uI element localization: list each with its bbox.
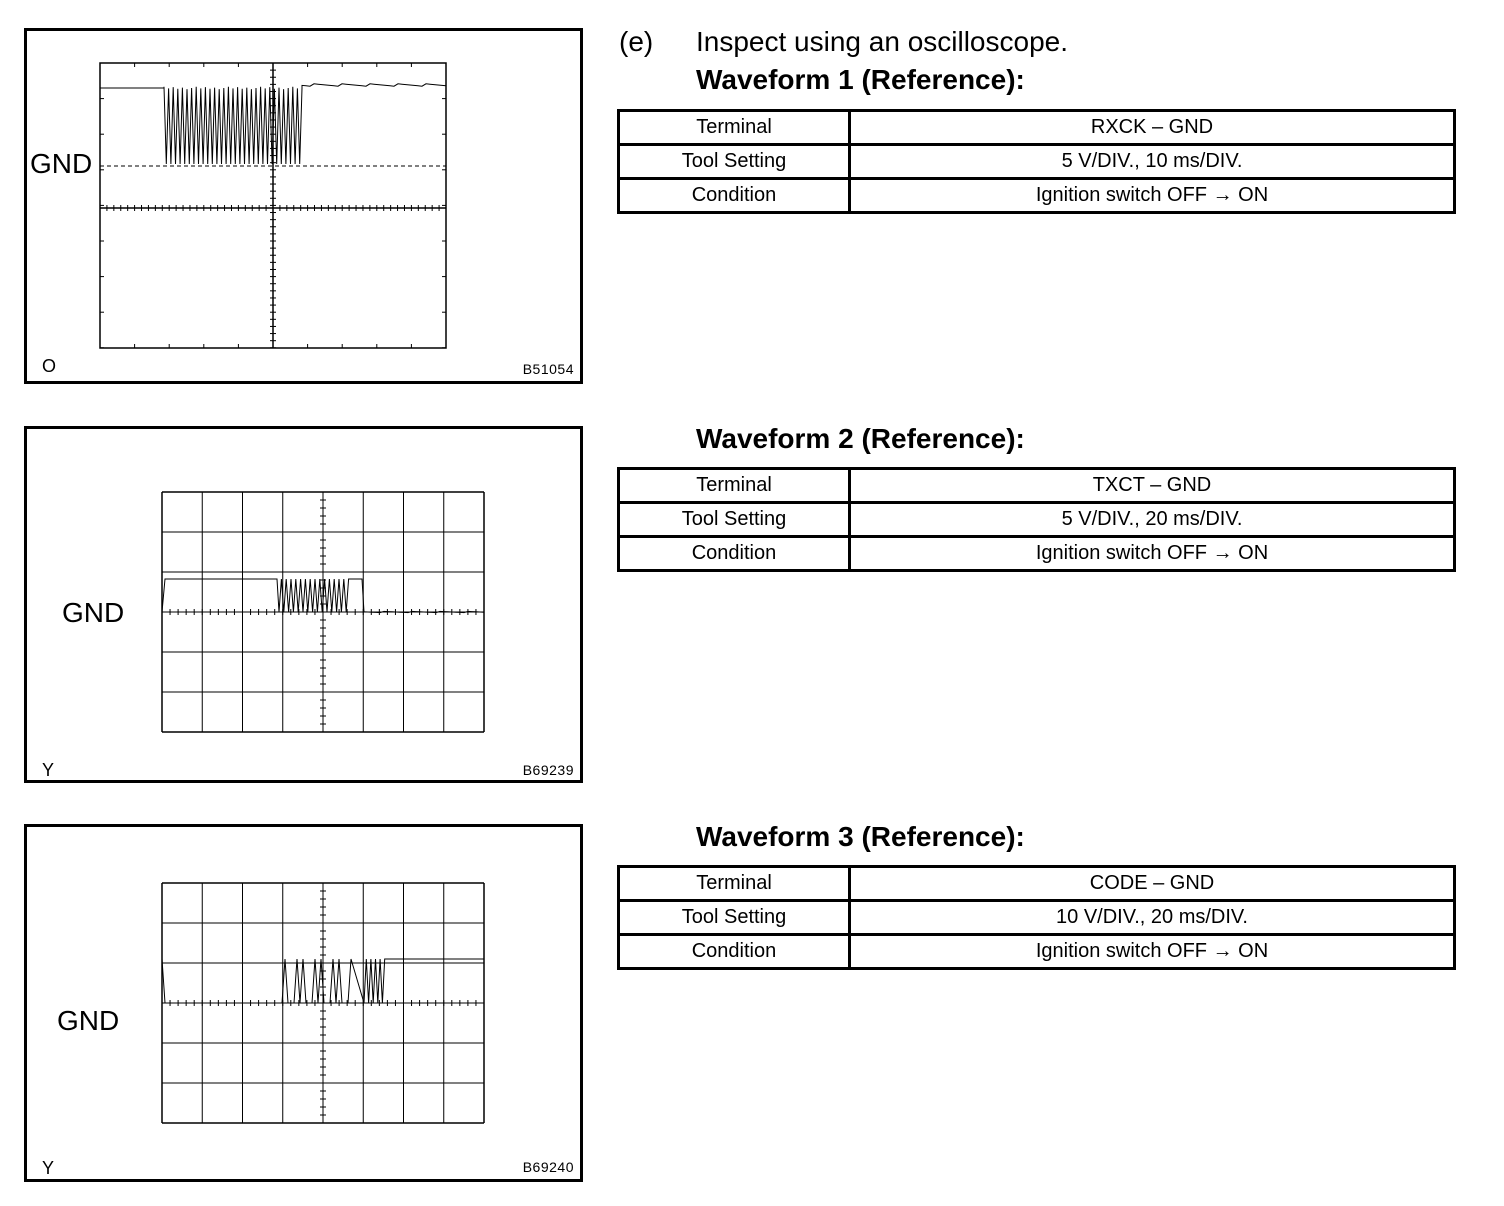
waveform-2-figure: GND Y B69239 [24,426,583,783]
terminal-value: CODE – GND [848,865,1456,902]
table-row: Condition Ignition switch OFF → ON [617,535,1456,572]
terminal-key: Terminal [617,865,851,902]
terminal-key: Terminal [617,467,851,504]
tool-setting-value: 10 V/DIV., 20 ms/DIV. [848,899,1456,936]
waveform-3-spec-table: Terminal CODE – GND Tool Setting 10 V/DI… [617,865,1456,970]
waveform-2-title: Waveform 2 (Reference): [696,423,1025,454]
oscilloscope-screen-1 [99,62,447,349]
waveform-3-title: Waveform 3 (Reference): [696,821,1025,852]
tool-setting-key: Tool Setting [617,501,851,538]
tool-setting-key: Tool Setting [617,899,851,936]
figure-corner-label: O [42,356,57,376]
figure-code: B69239 [522,762,574,778]
table-row: Terminal CODE – GND [617,865,1456,902]
table-row: Tool Setting 5 V/DIV., 20 ms/DIV. [617,501,1456,538]
table-row: Tool Setting 5 V/DIV., 10 ms/DIV. [617,143,1456,180]
waveform-1-figure: GND O B51054 [24,28,583,384]
oscilloscope-screen-2 [161,491,485,733]
terminal-value: TXCT – GND [848,467,1456,504]
step-letter: (e) [619,26,654,57]
condition-key: Condition [617,177,851,214]
tool-setting-key: Tool Setting [617,143,851,180]
table-row: Tool Setting 10 V/DIV., 20 ms/DIV. [617,899,1456,936]
waveform-1-spec-table: Terminal RXCK – GND Tool Setting 5 V/DIV… [617,109,1456,214]
table-row: Terminal RXCK – GND [617,109,1456,146]
table-row: Terminal TXCT – GND [617,467,1456,504]
gnd-label: GND [57,1005,120,1036]
table-row: Condition Ignition switch OFF → ON [617,177,1456,214]
figure-corner-label: Y [42,760,55,780]
tool-setting-value: 5 V/DIV., 10 ms/DIV. [848,143,1456,180]
terminal-value: RXCK – GND [848,109,1456,146]
figure-code: B69240 [522,1159,574,1175]
terminal-key: Terminal [617,109,851,146]
waveform-2-spec-table: Terminal TXCT – GND Tool Setting 5 V/DIV… [617,467,1456,572]
condition-value: Ignition switch OFF → ON [848,535,1456,572]
figure-corner-label: Y [42,1158,55,1178]
step-text: Inspect using an oscilloscope. [696,26,1068,57]
oscilloscope-screen-3 [161,882,485,1124]
condition-key: Condition [617,933,851,970]
gnd-label: GND [30,148,93,179]
step-instruction: (e) Inspect using an oscilloscope. [619,26,1068,58]
waveform-3-figure: GND Y B69240 [24,824,583,1182]
gnd-label: GND [62,597,125,628]
condition-key: Condition [617,535,851,572]
condition-value: Ignition switch OFF → ON [848,177,1456,214]
condition-value: Ignition switch OFF → ON [848,933,1456,970]
table-row: Condition Ignition switch OFF → ON [617,933,1456,970]
figure-code: B51054 [522,361,574,377]
tool-setting-value: 5 V/DIV., 20 ms/DIV. [848,501,1456,538]
waveform-1-title: Waveform 1 (Reference): [696,64,1025,95]
